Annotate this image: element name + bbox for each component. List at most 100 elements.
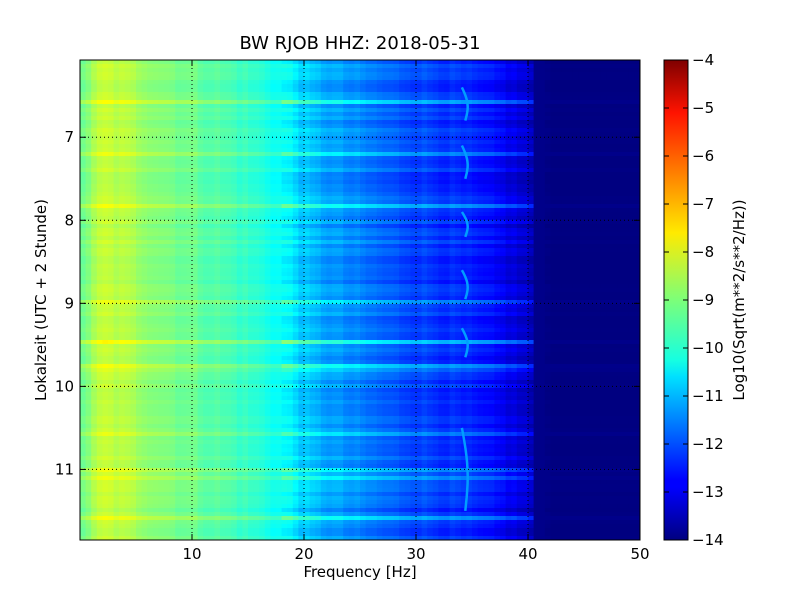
heatmap-cell xyxy=(337,128,344,133)
heatmap-cell xyxy=(488,204,495,209)
heatmap-cell xyxy=(124,152,131,157)
heatmap-cell xyxy=(584,164,591,169)
heatmap-cell xyxy=(91,120,98,125)
heatmap-cell xyxy=(264,184,271,189)
heatmap-cell xyxy=(617,112,624,117)
heatmap-cell xyxy=(304,192,311,197)
heatmap-cell xyxy=(628,208,635,213)
heatmap-cell xyxy=(393,160,400,165)
heatmap-cell xyxy=(242,72,249,77)
heatmap-cell xyxy=(320,244,327,249)
heatmap-cell xyxy=(119,236,126,241)
heatmap-cell xyxy=(264,112,271,117)
heatmap-cell xyxy=(320,100,327,105)
heatmap-cell xyxy=(505,132,512,137)
heatmap-cell xyxy=(617,140,624,145)
heatmap-cell xyxy=(242,124,249,129)
heatmap-cell xyxy=(96,256,103,261)
heatmap-cell xyxy=(572,124,579,129)
heatmap-cell xyxy=(472,96,479,101)
heatmap-cell xyxy=(337,60,344,65)
heatmap-cell xyxy=(80,112,87,117)
heatmap-cell xyxy=(186,240,193,245)
heatmap-cell xyxy=(539,188,546,193)
heatmap-cell xyxy=(147,168,154,173)
heatmap-cell xyxy=(427,108,434,113)
heatmap-cell xyxy=(628,88,635,93)
heatmap-cell xyxy=(281,136,288,141)
heatmap-cell xyxy=(399,176,406,181)
heatmap-cell xyxy=(276,240,283,245)
heatmap-cell xyxy=(180,192,187,197)
heatmap-cell xyxy=(617,60,624,65)
heatmap-cell xyxy=(304,64,311,69)
heatmap-cell xyxy=(108,256,115,261)
heatmap-cell xyxy=(326,188,333,193)
heatmap-cell xyxy=(208,232,215,237)
heatmap-cell xyxy=(270,140,277,145)
heatmap-cell xyxy=(281,140,288,145)
heatmap-cell xyxy=(505,168,512,173)
heatmap-cell xyxy=(119,192,126,197)
heatmap-cell xyxy=(214,244,221,249)
heatmap-cell xyxy=(259,100,266,105)
heatmap-cell xyxy=(483,120,490,125)
heatmap-cell xyxy=(494,152,501,157)
heatmap-cell xyxy=(225,124,232,129)
heatmap-cell xyxy=(567,236,574,241)
heatmap-cell xyxy=(152,140,159,145)
heatmap-cell xyxy=(208,124,215,129)
heatmap-cell xyxy=(617,228,624,233)
heatmap-cell xyxy=(544,112,551,117)
heatmap-cell xyxy=(455,80,462,85)
heatmap-cell xyxy=(404,232,411,237)
heatmap-cell xyxy=(253,228,260,233)
heatmap-cell xyxy=(197,132,204,137)
heatmap-cell xyxy=(287,148,294,153)
heatmap-cell xyxy=(158,152,165,157)
heatmap-cell xyxy=(393,168,400,173)
heatmap-cell xyxy=(399,108,406,113)
heatmap-cell xyxy=(141,180,148,185)
heatmap-cell xyxy=(332,208,339,213)
heatmap-cell xyxy=(248,60,255,65)
heatmap-cell xyxy=(96,172,103,177)
heatmap-cell xyxy=(119,148,126,153)
heatmap-cell xyxy=(91,244,98,249)
heatmap-cell xyxy=(634,176,640,181)
heatmap-cell xyxy=(483,244,490,249)
heatmap-cell xyxy=(550,76,557,81)
heatmap-cell xyxy=(85,148,92,153)
heatmap-cell xyxy=(376,136,383,141)
heatmap-cell xyxy=(612,88,619,93)
heatmap-cell xyxy=(220,132,227,137)
heatmap-cell xyxy=(421,144,428,149)
heatmap-cell xyxy=(544,64,551,69)
heatmap-cell xyxy=(612,216,619,221)
heatmap-cell xyxy=(124,80,131,85)
heatmap-cell xyxy=(124,92,131,97)
heatmap-cell xyxy=(584,156,591,161)
heatmap-cell xyxy=(449,188,456,193)
heatmap-cell xyxy=(567,80,574,85)
heatmap-cell xyxy=(365,216,372,221)
heatmap-cell xyxy=(438,104,445,109)
heatmap-cell xyxy=(337,84,344,89)
heatmap-cell xyxy=(225,220,232,225)
heatmap-cell xyxy=(410,244,417,249)
heatmap-cell xyxy=(410,184,417,189)
heatmap-cell xyxy=(444,236,451,241)
heatmap-cell xyxy=(544,68,551,73)
heatmap-cell xyxy=(533,120,540,125)
heatmap-cell xyxy=(505,248,512,253)
heatmap-cell xyxy=(449,100,456,105)
heatmap-cell xyxy=(444,212,451,217)
heatmap-cell xyxy=(337,88,344,93)
heatmap-cell xyxy=(533,124,540,129)
heatmap-cell xyxy=(432,220,439,225)
heatmap-cell xyxy=(623,252,630,257)
heatmap-cell xyxy=(438,256,445,261)
heatmap-cell xyxy=(169,148,176,153)
heatmap-cell xyxy=(376,256,383,261)
heatmap-cell xyxy=(483,212,490,217)
